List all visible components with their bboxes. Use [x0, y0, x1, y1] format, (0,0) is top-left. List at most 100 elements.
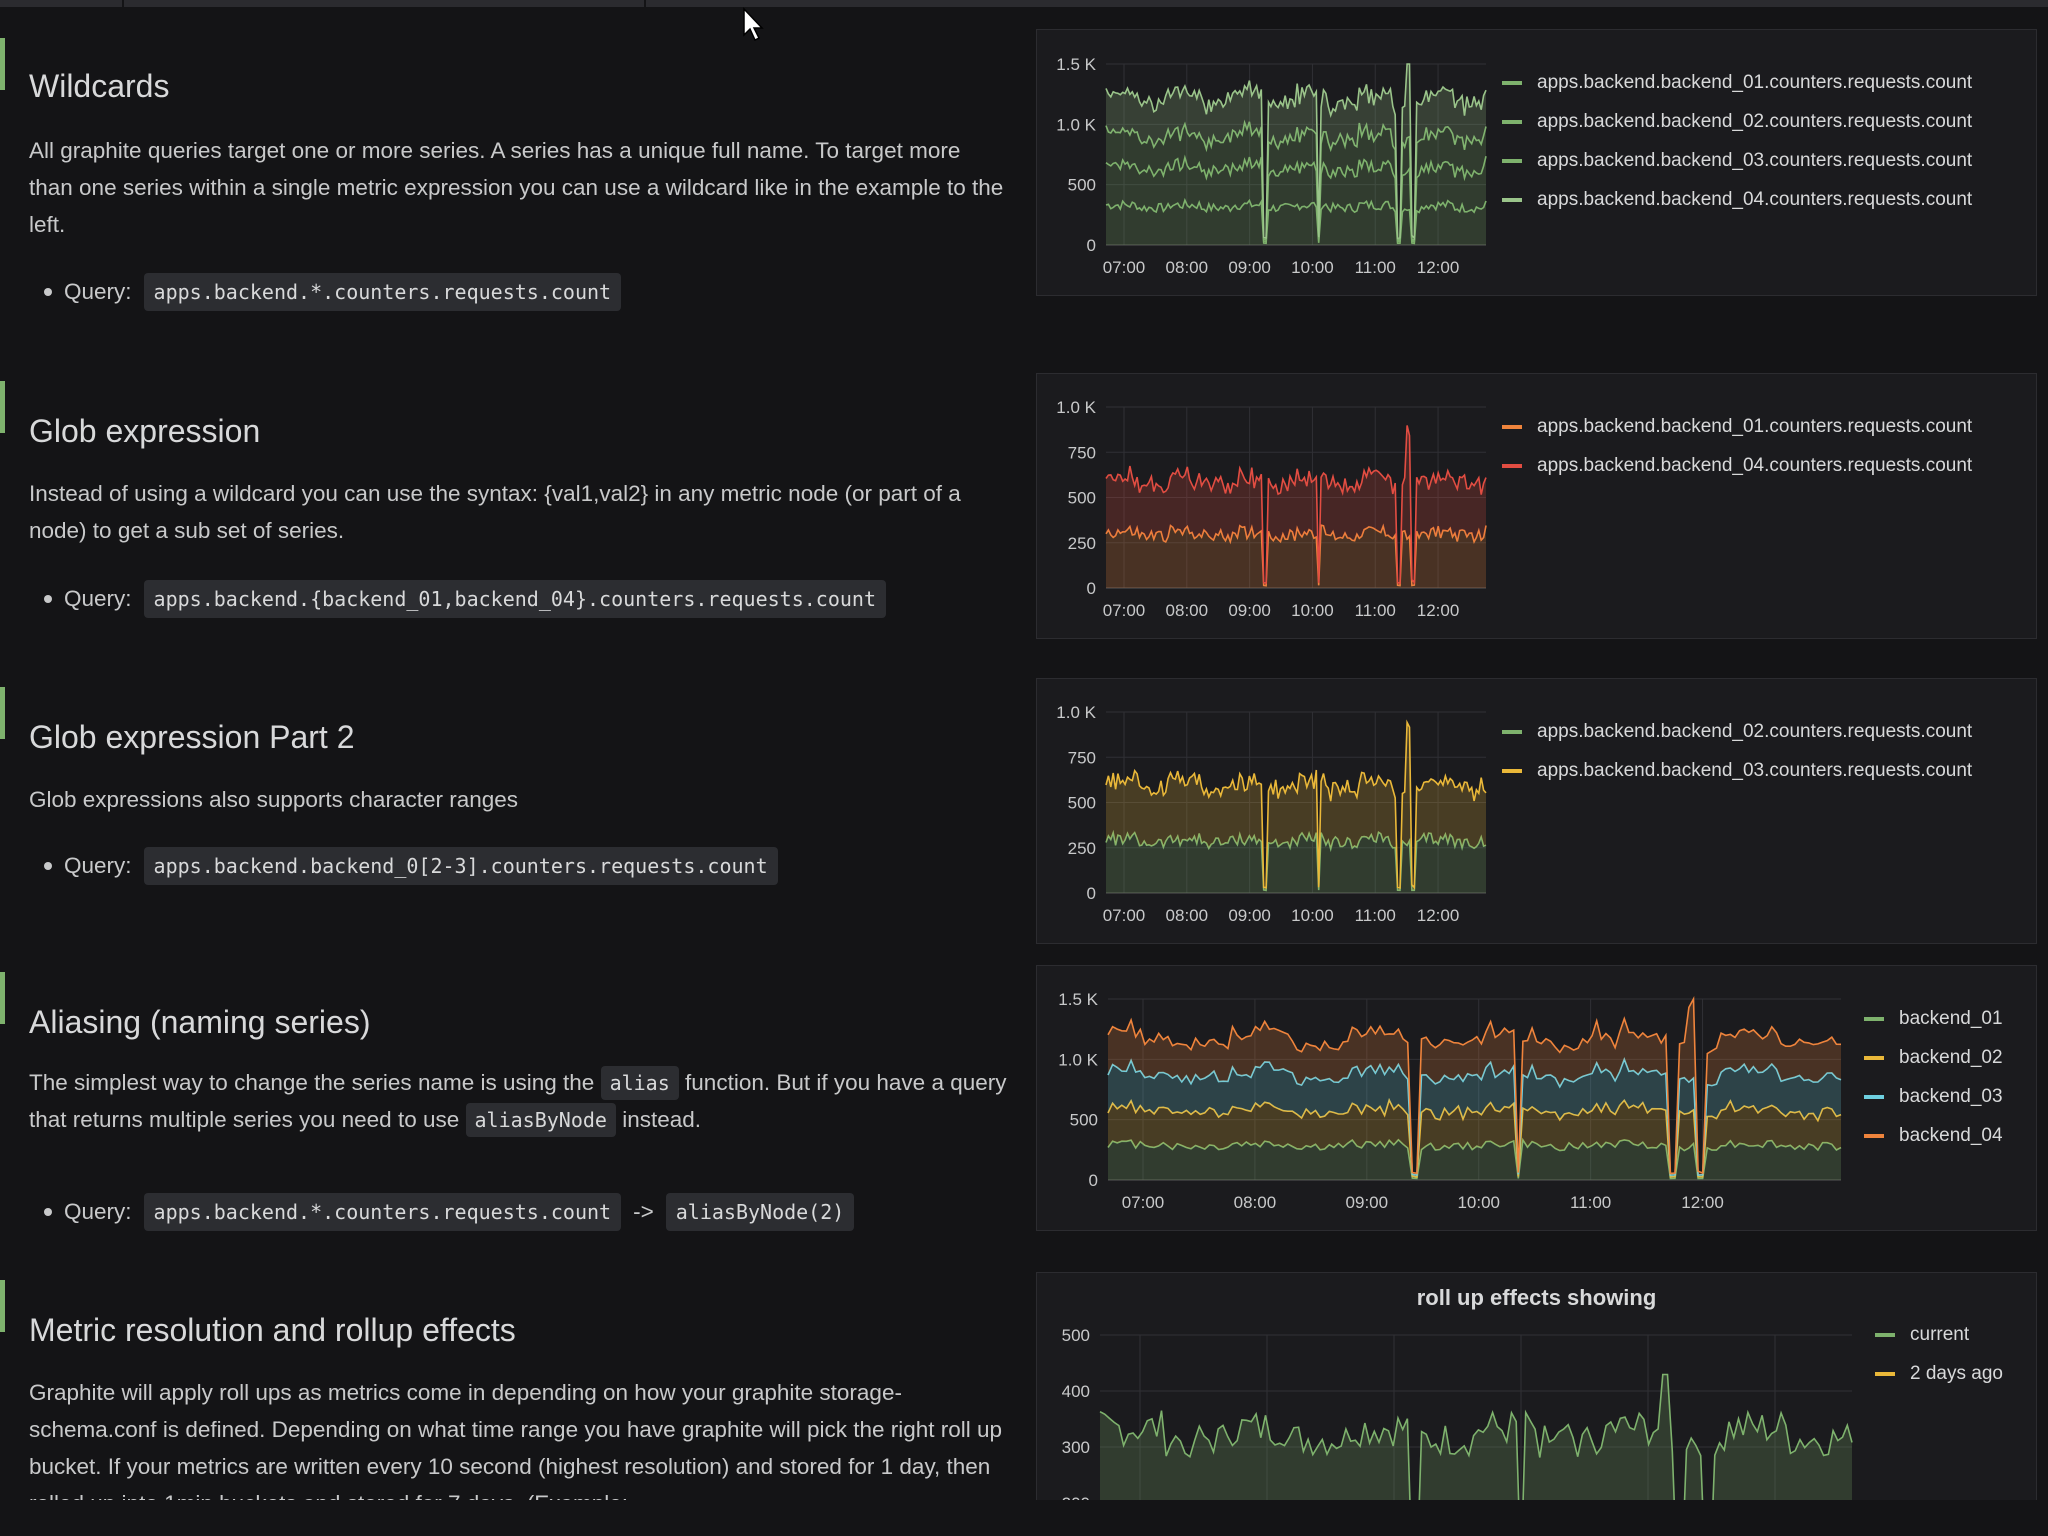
legend-item[interactable]: apps.backend.backend_02.counters.request…	[1502, 102, 1972, 141]
section-metric-resolution: Metric resolution and rollup effects Gra…	[0, 1280, 1010, 1516]
query-code: apps.backend.{backend_01,backend_04}.cou…	[143, 580, 886, 618]
query-label: Query:	[64, 1199, 132, 1224]
bullet-icon	[44, 595, 52, 603]
legend-item[interactable]: current	[1875, 1315, 1969, 1354]
legend-swatch	[1502, 729, 1522, 734]
series-area	[1106, 121, 1486, 242]
legend-item[interactable]: 2 days ago	[1875, 1354, 2003, 1393]
legend-item[interactable]: backend_01	[1864, 999, 2003, 1038]
legend-label: apps.backend.backend_01.counters.request…	[1537, 415, 1973, 437]
series-line	[1105, 523, 1487, 587]
series-area	[1106, 200, 1486, 245]
series-area	[1108, 1139, 1841, 1180]
chart-svg: 200300400500	[1062, 1326, 1853, 1533]
x-tick-label: 08:00	[1166, 601, 1209, 620]
series-area	[1106, 425, 1486, 586]
series-line	[1107, 1097, 1842, 1178]
chart-panel-rollup: 200300400500 roll up effects showing curre…	[1036, 1272, 2037, 1534]
y-tick-label: 1.0 K	[1056, 398, 1096, 417]
y-tick-label: 0	[1087, 884, 1096, 903]
series-area	[1100, 1374, 1852, 1533]
legend-item[interactable]: apps.backend.backend_04.counters.request…	[1502, 446, 1972, 485]
x-tick-label: 10:00	[1291, 258, 1334, 277]
x-tick-label: 07:00	[1122, 1193, 1165, 1212]
chart-title: roll up effects showing	[1416, 1285, 1657, 1310]
x-tick-label: 11:00	[1355, 258, 1396, 277]
section-glob-expression: Glob expression Instead of using a wildc…	[0, 381, 1010, 631]
series-area	[1108, 999, 1841, 1176]
query-arrow: ->	[633, 1199, 654, 1224]
legend-item[interactable]: backend_03	[1864, 1077, 2003, 1116]
legend-label: apps.backend.backend_04.counters.request…	[1537, 188, 1973, 210]
y-tick-label: 0	[1087, 579, 1096, 598]
chart-svg: 0 500 1.0 K 1.5 K 07:00 08:00 09:00 10:00 11:00 1…	[1058, 990, 1842, 1212]
x-tick-label: 08:00	[1234, 1193, 1277, 1212]
y-tick-label: 1.5 K	[1056, 55, 1096, 74]
y-tick-label: 500	[1062, 1326, 1090, 1345]
paragraph-text: instead.	[622, 1107, 702, 1132]
y-tick-label: 250	[1068, 534, 1096, 553]
legend-label: current	[1910, 1323, 1970, 1345]
legend-swatch	[1502, 158, 1522, 163]
legend-swatch	[1864, 1133, 1884, 1138]
section-title: Aliasing (naming series)	[29, 1004, 371, 1040]
toolbar-divider	[644, 0, 646, 7]
y-tick-label: 1.0 K	[1056, 115, 1096, 134]
legend-swatch	[1864, 1094, 1884, 1099]
paragraph-text: The simplest way to change the series na…	[29, 1070, 595, 1095]
y-tick-label: 500	[1068, 489, 1096, 508]
legend-label: apps.backend.backend_01.counters.request…	[1537, 71, 1973, 93]
x-tick-label: 07:00	[1103, 601, 1146, 620]
legend-item[interactable]: apps.backend.backend_03.counters.request…	[1502, 751, 1972, 790]
query-line: Query: apps.backend.*.counters.requests.…	[44, 1192, 855, 1232]
series-line	[1107, 996, 1842, 1175]
series-area	[1106, 156, 1486, 244]
query-label: Query:	[64, 586, 132, 611]
y-tick-label: 1.0 K	[1056, 703, 1096, 722]
x-tick-label: 09:00	[1346, 1193, 1389, 1212]
section-title: Glob expression Part 2	[29, 719, 355, 755]
legend-swatch	[1502, 197, 1522, 202]
legend-item[interactable]: apps.backend.backend_04.counters.request…	[1502, 180, 1972, 219]
chart-panel-aliasing: 0 500 1.0 K 1.5 K 07:00 08:00 09:00 10:00 11:00 1…	[1036, 965, 2037, 1231]
series-area	[1106, 722, 1486, 891]
series-area	[1108, 1059, 1841, 1177]
chart-svg: 0 500 1.0 K 1.5 K 07:00 08:00 09:00 10:00 11:00 1…	[1056, 55, 1487, 277]
mouse-cursor-icon	[743, 7, 764, 42]
legend-swatch	[1502, 424, 1522, 429]
section-glob-expression-part-2: Glob expression Part 2 Glob expressions …	[0, 687, 1010, 907]
x-tick-label: 12:00	[1417, 906, 1460, 925]
legend-item[interactable]: apps.backend.backend_01.counters.request…	[1502, 407, 1972, 446]
y-tick-label: 500	[1068, 176, 1096, 195]
toolbar-divider	[122, 0, 124, 7]
x-tick-label: 11:00	[1355, 906, 1396, 925]
section-paragraph: All graphite queries target one or more …	[29, 138, 1004, 237]
paragraph-text: function. But if you have a query that r…	[29, 1070, 1007, 1132]
section-paragraph: The simplest way to change the series na…	[29, 1064, 1009, 1138]
chart-panel-glob-part-2: 0 250 500 750 1.0 K 07:00 08:00 09:00 10:00 11:00…	[1036, 678, 2037, 944]
inline-code-alias: alias	[600, 1066, 679, 1100]
legend-item[interactable]: apps.backend.backend_02.counters.request…	[1502, 712, 1972, 751]
section-aliasing: Aliasing (naming series) The simplest wa…	[0, 972, 1010, 1232]
x-tick-label: 08:00	[1166, 906, 1209, 925]
query-line: Query: apps.backend.*.counters.requests.…	[44, 272, 622, 312]
x-tick-label: 10:00	[1291, 906, 1334, 925]
query-code-function: aliasByNode(2)	[665, 1193, 855, 1231]
series-line	[1105, 425, 1487, 585]
series-line	[1105, 63, 1487, 241]
legend-label: backend_03	[1899, 1085, 2003, 1107]
inline-code-aliasbynode: aliasByNode	[465, 1103, 616, 1137]
x-tick-label: 10:00	[1457, 1193, 1500, 1212]
series-line	[1107, 1057, 1842, 1176]
legend-item[interactable]: backend_04	[1864, 1116, 2003, 1155]
section-title: Wildcards	[29, 68, 170, 104]
legend-item[interactable]: apps.backend.backend_03.counters.request…	[1502, 141, 1972, 180]
x-tick-label: 09:00	[1228, 601, 1271, 620]
legend-item[interactable]: apps.backend.backend_01.counters.request…	[1502, 63, 1972, 102]
y-tick-label: 750	[1068, 443, 1096, 462]
x-tick-label: 11:00	[1355, 601, 1396, 620]
legend-item[interactable]: backend_02	[1864, 1038, 2003, 1077]
series-area	[1106, 64, 1486, 240]
query-label: Query:	[64, 853, 132, 878]
bullet-icon	[44, 1208, 52, 1216]
